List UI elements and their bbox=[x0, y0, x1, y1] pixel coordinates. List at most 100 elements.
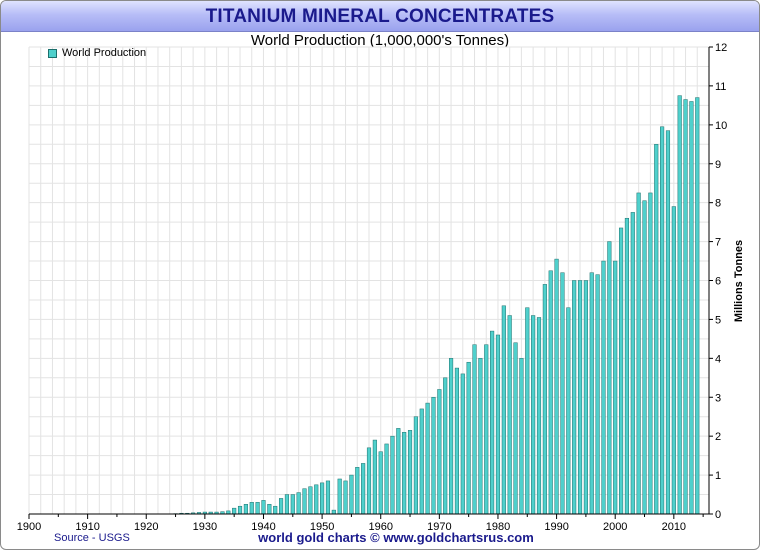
bar-1958 bbox=[366, 447, 372, 515]
bar-1997 bbox=[595, 274, 600, 515]
bar-2013 bbox=[689, 101, 694, 515]
bar-2011 bbox=[677, 95, 682, 515]
bar-1999 bbox=[607, 241, 612, 515]
y-tick-label-10: 10 bbox=[715, 120, 727, 132]
bar-1998 bbox=[601, 260, 606, 515]
bar-1950 bbox=[320, 482, 325, 515]
x-tick-labels: 1900 1910 1920 1930 1940 1950 1960 1970 1980 1990… bbox=[17, 521, 686, 533]
bar-1981 bbox=[501, 305, 506, 515]
bar-1944 bbox=[284, 494, 289, 515]
bar-2007 bbox=[654, 144, 659, 515]
bar-2014 bbox=[695, 97, 700, 515]
bar-1977 bbox=[478, 358, 483, 515]
bar-1973 bbox=[454, 367, 459, 515]
bar-2009 bbox=[665, 130, 671, 515]
x-tick-label-1980: 1980 bbox=[486, 521, 510, 533]
bar-1938 bbox=[249, 502, 254, 515]
bar-1975 bbox=[466, 361, 471, 515]
bar-1985 bbox=[525, 307, 530, 515]
bar-1976 bbox=[472, 344, 477, 515]
bar-1942 bbox=[273, 505, 278, 515]
bar-1954 bbox=[343, 480, 348, 515]
bar-1945 bbox=[290, 494, 295, 515]
bar-1951 bbox=[325, 480, 331, 515]
y-tick-label-3: 3 bbox=[715, 392, 721, 404]
bar-1937 bbox=[243, 504, 248, 515]
legend: World Production bbox=[48, 47, 146, 59]
bar-2000 bbox=[613, 260, 618, 515]
x-tick-label-1910: 1910 bbox=[75, 521, 99, 533]
x-tick-label-1920: 1920 bbox=[134, 521, 158, 533]
y-tick-label-7: 7 bbox=[715, 237, 721, 249]
bar-1957 bbox=[361, 463, 366, 515]
bar-2008 bbox=[660, 126, 665, 515]
bar-1994 bbox=[577, 280, 583, 515]
bar-1939 bbox=[255, 502, 260, 515]
bar-1967 bbox=[419, 408, 424, 515]
legend-swatch bbox=[48, 48, 57, 58]
bar-1990 bbox=[554, 258, 559, 515]
x-tick-label-1930: 1930 bbox=[193, 521, 217, 533]
bar-1955 bbox=[349, 474, 354, 515]
bar-2005 bbox=[642, 200, 647, 515]
bar-1970 bbox=[437, 389, 442, 515]
bar-1963 bbox=[396, 428, 401, 515]
y-tick-label-6: 6 bbox=[715, 276, 721, 288]
bar-2003 bbox=[630, 212, 635, 515]
bar-1953 bbox=[337, 478, 342, 515]
y-tick-label-4: 4 bbox=[715, 353, 721, 365]
y-tick-label-1: 1 bbox=[715, 470, 721, 482]
bar-1986 bbox=[531, 315, 536, 515]
bar-2004 bbox=[636, 192, 641, 515]
bar-1968 bbox=[425, 402, 430, 515]
bar-1969 bbox=[431, 397, 436, 515]
y-tick-label-0: 0 bbox=[715, 509, 721, 521]
bar-1983 bbox=[513, 342, 518, 515]
legend-label: World Production bbox=[62, 47, 147, 59]
x-tick-label-1900: 1900 bbox=[17, 521, 41, 533]
y-tick-label-11: 11 bbox=[715, 81, 726, 93]
bar-1961 bbox=[384, 443, 389, 515]
y-tick-label-8: 8 bbox=[715, 198, 721, 210]
title-bar bbox=[1, 1, 759, 32]
bar-1949 bbox=[314, 484, 319, 515]
bar-1935 bbox=[232, 507, 237, 515]
bar-1943 bbox=[279, 498, 284, 515]
axes bbox=[28, 46, 713, 519]
bar-1956 bbox=[355, 467, 360, 515]
bar-1987 bbox=[536, 317, 542, 515]
y-tick-label-2: 2 bbox=[715, 431, 721, 443]
y-tick-label-9: 9 bbox=[715, 159, 721, 171]
bar-1965 bbox=[407, 430, 413, 515]
bar-2012 bbox=[683, 99, 688, 515]
bar-1992 bbox=[566, 307, 571, 515]
bar-1962 bbox=[390, 435, 395, 515]
source-note: Source - USGS bbox=[54, 532, 130, 544]
x-tick-label-2000: 2000 bbox=[603, 521, 627, 533]
y-axis-label: Millions Tonnes bbox=[733, 239, 745, 323]
bar-1996 bbox=[589, 272, 594, 515]
bar-1991 bbox=[560, 272, 565, 515]
x-tick-label-1950: 1950 bbox=[310, 521, 334, 533]
bar-1982 bbox=[507, 315, 512, 515]
bar-1959 bbox=[372, 439, 377, 515]
chart-title: TITANIUM MINERAL CONCENTRATES bbox=[205, 6, 555, 27]
bar-1995 bbox=[583, 280, 588, 515]
bar-1984 bbox=[519, 358, 524, 515]
bar-1972 bbox=[449, 358, 454, 515]
x-tick-label-1960: 1960 bbox=[368, 521, 392, 533]
bar-1974 bbox=[460, 373, 465, 515]
bar-1988 bbox=[542, 284, 547, 515]
bar-1960 bbox=[378, 451, 383, 515]
bar-1940 bbox=[261, 500, 266, 515]
bar-1947 bbox=[302, 488, 307, 515]
bar-1980 bbox=[495, 334, 501, 515]
watermark: world gold charts © www.goldchartsrus.co… bbox=[258, 530, 534, 545]
x-tick-label-1940: 1940 bbox=[251, 521, 275, 533]
y-tick-label-5: 5 bbox=[715, 314, 721, 326]
bar-1971 bbox=[443, 377, 448, 515]
bar-2010 bbox=[671, 206, 676, 515]
bar-1989 bbox=[548, 270, 553, 515]
